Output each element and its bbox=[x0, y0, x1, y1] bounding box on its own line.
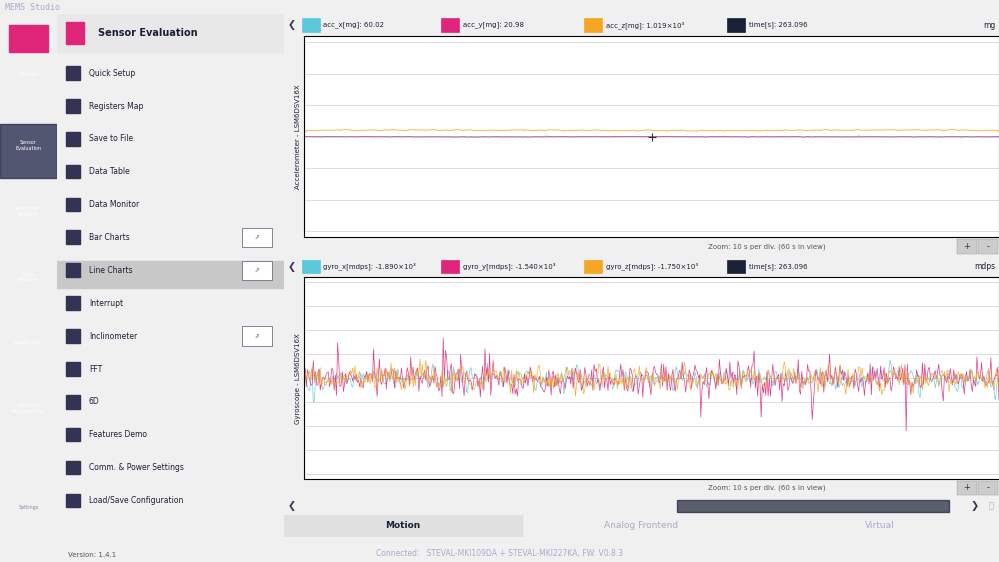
Text: Interrupt: Interrupt bbox=[89, 299, 123, 308]
Y-axis label: Accelerometer - LSM6DSV16X: Accelerometer - LSM6DSV16X bbox=[295, 84, 302, 189]
Text: Zoom: 10 s per div. (60 s in view): Zoom: 10 s per div. (60 s in view) bbox=[707, 243, 825, 250]
Bar bbox=[442, 260, 460, 273]
Bar bbox=[66, 264, 80, 277]
Text: Connected:   STEVAL-MKI109DA + STEVAL-MKI227KA, FW: V0.8.3: Connected: STEVAL-MKI109DA + STEVAL-MKI2… bbox=[376, 549, 623, 558]
Text: Comm. & Power Settings: Comm. & Power Settings bbox=[89, 463, 184, 472]
Text: Data
Analysis: Data Analysis bbox=[18, 271, 39, 283]
Text: +: + bbox=[964, 242, 970, 251]
Bar bbox=[302, 19, 320, 31]
Bar bbox=[66, 461, 80, 474]
Text: Line Charts: Line Charts bbox=[89, 266, 133, 275]
Text: acc_x[mg]: 60.02: acc_x[mg]: 60.02 bbox=[324, 21, 385, 28]
Text: FFT: FFT bbox=[89, 365, 102, 374]
FancyBboxPatch shape bbox=[242, 261, 272, 280]
Text: Quick Setup: Quick Setup bbox=[89, 69, 135, 78]
Bar bbox=[66, 198, 80, 211]
Text: Save to File: Save to File bbox=[89, 134, 133, 143]
Text: Bar Charts: Bar Charts bbox=[89, 233, 130, 242]
Text: AlgoBuilder: AlgoBuilder bbox=[14, 341, 43, 345]
Text: Inclinometer: Inclinometer bbox=[89, 332, 137, 341]
Text: Advanced
Features: Advanced Features bbox=[16, 206, 41, 217]
Text: Version: 1.4.1: Version: 1.4.1 bbox=[68, 551, 117, 558]
Bar bbox=[66, 329, 80, 343]
Text: Sensor Evaluation: Sensor Evaluation bbox=[98, 28, 198, 38]
Text: gyro_y[mdps]: -1.540×10³: gyro_y[mdps]: -1.540×10³ bbox=[463, 262, 555, 270]
Text: Load/Save Configuration: Load/Save Configuration bbox=[89, 496, 183, 505]
Bar bbox=[302, 260, 320, 273]
Bar bbox=[9, 25, 48, 52]
Text: Analog Frontend: Analog Frontend bbox=[604, 522, 678, 531]
Text: Data Monitor: Data Monitor bbox=[89, 200, 139, 209]
Text: Sensor
Evaluation: Sensor Evaluation bbox=[16, 140, 42, 151]
Bar bbox=[442, 19, 460, 31]
Text: +: + bbox=[964, 483, 970, 492]
Text: ⬀: ⬀ bbox=[255, 235, 259, 240]
Text: time[s]: 263.096: time[s]: 263.096 bbox=[748, 263, 807, 270]
Text: Features Demo: Features Demo bbox=[89, 430, 147, 439]
Bar bbox=[66, 230, 80, 244]
Bar bbox=[727, 260, 745, 273]
Bar bbox=[978, 481, 998, 495]
Text: ❮: ❮ bbox=[288, 261, 296, 271]
Bar bbox=[978, 239, 998, 253]
Bar bbox=[957, 239, 977, 253]
Bar bbox=[584, 260, 602, 273]
Text: ❮: ❮ bbox=[288, 501, 296, 511]
Bar bbox=[57, 14, 284, 52]
Bar bbox=[727, 19, 745, 31]
Text: Connect: Connect bbox=[18, 72, 39, 77]
Bar bbox=[284, 515, 522, 537]
Text: gyro_x[mdps]: -1.890×10³: gyro_x[mdps]: -1.890×10³ bbox=[324, 262, 416, 270]
Bar bbox=[66, 22, 84, 44]
Bar bbox=[66, 428, 80, 441]
Bar bbox=[677, 500, 949, 513]
Y-axis label: Gyroscope - LSM6DSV16X: Gyroscope - LSM6DSV16X bbox=[295, 333, 302, 424]
Text: Data Table: Data Table bbox=[89, 167, 130, 176]
Bar bbox=[66, 66, 80, 80]
Text: -: - bbox=[986, 242, 989, 251]
Text: MEMS Studio: MEMS Studio bbox=[5, 2, 60, 11]
Text: ⏭: ⏭ bbox=[988, 501, 993, 510]
Bar bbox=[66, 395, 80, 409]
Bar bbox=[66, 296, 80, 310]
FancyBboxPatch shape bbox=[242, 228, 272, 247]
Bar bbox=[584, 19, 602, 31]
Text: 6D: 6D bbox=[89, 397, 100, 406]
Text: acc_z[mg]: 1.019×10³: acc_z[mg]: 1.019×10³ bbox=[605, 21, 684, 29]
Text: mg: mg bbox=[983, 20, 995, 29]
Text: mdps: mdps bbox=[974, 262, 995, 271]
Bar bbox=[66, 132, 80, 146]
Text: ❯: ❯ bbox=[970, 501, 979, 511]
Text: ⬀: ⬀ bbox=[255, 268, 259, 273]
Bar bbox=[57, 261, 284, 288]
Text: time[s]: 263.096: time[s]: 263.096 bbox=[748, 21, 807, 28]
Bar bbox=[66, 99, 80, 112]
Bar bbox=[66, 165, 80, 178]
FancyBboxPatch shape bbox=[242, 327, 272, 346]
Text: -: - bbox=[986, 483, 989, 492]
Bar bbox=[66, 362, 80, 375]
Bar bbox=[66, 493, 80, 507]
Bar bbox=[0, 124, 57, 178]
Text: gyro_z[mdps]: -1.750×10³: gyro_z[mdps]: -1.750×10³ bbox=[605, 262, 698, 270]
Text: Virtual: Virtual bbox=[865, 522, 895, 531]
Text: acc_y[mg]: 20.98: acc_y[mg]: 20.98 bbox=[463, 21, 523, 28]
Text: ❮: ❮ bbox=[288, 20, 296, 30]
Text: ⬀: ⬀ bbox=[255, 334, 259, 339]
Bar bbox=[957, 481, 977, 495]
Text: Settings: Settings bbox=[18, 505, 39, 510]
Text: Motion: Motion bbox=[386, 522, 421, 531]
Text: Firmware
Programming: Firmware Programming bbox=[12, 403, 45, 414]
Text: Zoom: 10 s per div. (60 s in view): Zoom: 10 s per div. (60 s in view) bbox=[707, 485, 825, 491]
Text: Registers Map: Registers Map bbox=[89, 102, 143, 111]
